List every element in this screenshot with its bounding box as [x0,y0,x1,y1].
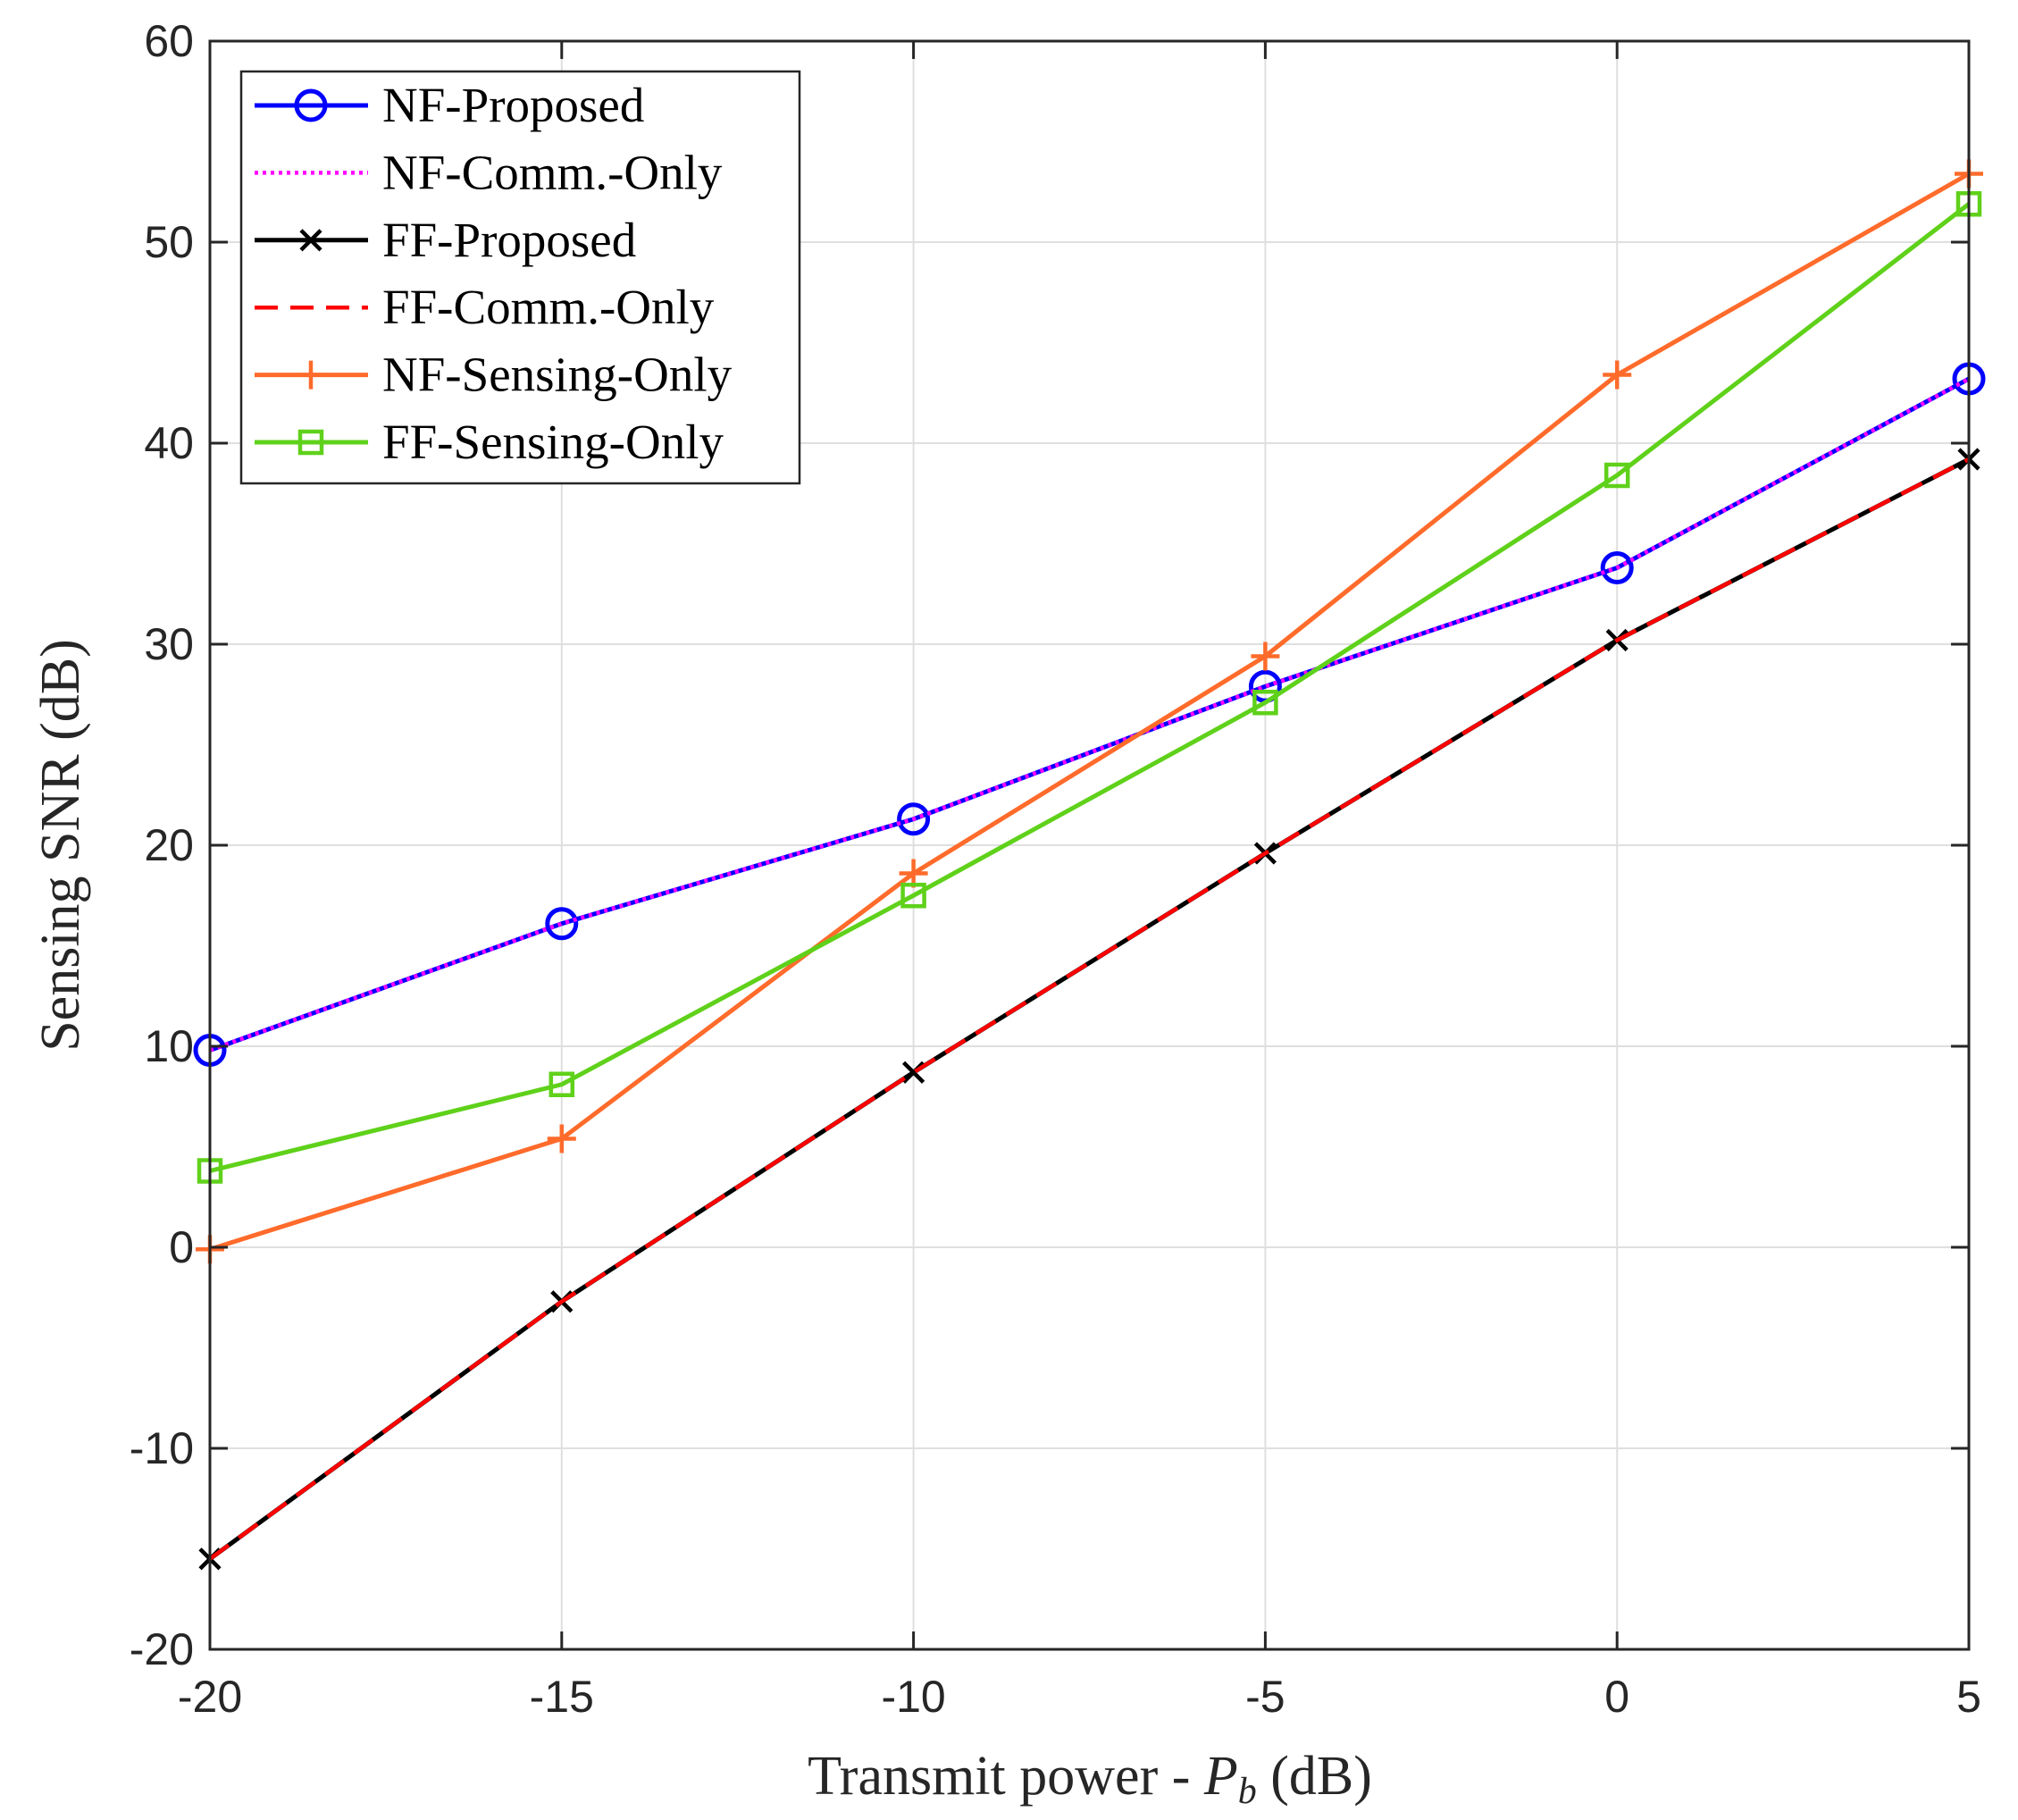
legend-entry-ff-comm-only: FF-Comm.-Only [255,280,715,334]
legend-label-nf-proposed: NF-Proposed [382,78,644,132]
legend-entry-nf-proposed: NF-Proposed [255,78,644,132]
legend: NF-Proposed NF-Comm.-Only FF-Proposed FF-Co… [239,70,801,485]
data-point-nf-sensing-only [1603,360,1632,390]
legend-marker-nf-sensing-only [297,360,325,390]
series-ff-sensing-only [197,191,1982,1184]
legend-marker-nf-proposed [294,88,328,122]
legend-marker-ff-sensing-only [297,429,324,456]
x-tick-label: -5 [1245,1672,1285,1722]
legend-label-ff-proposed: FF-Proposed [382,213,636,267]
x-axis-label: Transmit power - Pb (dB) [808,1746,1372,1812]
data-point-ff-sensing-only [1604,462,1630,489]
x-tick-label: 5 [1956,1672,1981,1722]
plot-series [193,159,1986,1571]
legend-entry-ff-sensing-only: FF-Sensing-Only [255,415,724,469]
x-tick-label: -10 [881,1672,945,1722]
series-line-ff-comm-only [208,457,1971,1561]
series-line-nf-comm-only [209,377,1971,1053]
legend-marker-ff-proposed [299,229,322,252]
y-tick-label: 60 [144,16,194,66]
x-axis-label-subscript: b [1238,1771,1257,1812]
legend-entry-nf-comm-only: NF-Comm.-Only [255,145,723,199]
data-point-ff-sensing-only [1252,690,1278,716]
legend-label-ff-sensing-only: FF-Sensing-Only [382,415,724,469]
legend-label-nf-comm-only: NF-Comm.-Only [382,145,723,199]
y-tick-label: 20 [144,820,194,870]
data-point-ff-sensing-only [548,1071,575,1097]
legend-box [239,70,801,485]
series-line-ff-sensing-only [209,202,1971,1173]
y-tick-label: -20 [130,1624,194,1674]
x-tick-label: -15 [530,1672,594,1722]
legend-label-ff-comm-only: FF-Comm.-Only [382,280,715,334]
series-ff-comm-only [208,457,1971,1561]
x-axis-label-unit: (dB) [1257,1746,1372,1807]
x-axis-label-symbol: P [1203,1746,1238,1807]
y-tick-label: 10 [144,1021,194,1071]
y-tick-label: 0 [169,1222,194,1272]
legend-label-nf-sensing-only: NF-Sensing-Only [382,348,733,402]
y-tick-label: 30 [144,619,194,669]
y-axis-label: Sensing SNR (dB) [30,639,91,1052]
y-tick-label: 40 [144,418,194,468]
x-tick-label: -20 [178,1672,242,1722]
legend-entry-ff-proposed: FF-Proposed [255,213,636,267]
data-point-nf-proposed [545,907,579,941]
data-point-nf-sensing-only [547,1124,576,1153]
series-line-nf-sensing-only [209,172,1971,1252]
legend-items: NF-Proposed NF-Comm.-Only FF-Proposed FF-Co… [255,78,733,469]
data-point-nf-proposed [1600,551,1634,584]
y-tick-label: -10 [130,1423,194,1473]
x-tick-label: 0 [1604,1672,1629,1722]
axis-ticks: -20 -15 -10 -5 0 5 -20 -10 0 10 20 30 40 50 60 [130,16,1981,1722]
data-point-ff-sensing-only [900,883,926,909]
y-tick-label: 50 [144,217,194,267]
data-point-ff-proposed [902,1061,925,1084]
x-axis-label-text: Transmit power - [808,1746,1204,1807]
data-point-nf-sensing-only [1251,642,1280,671]
series-nf-comm-only [209,377,1971,1053]
data-point-nf-proposed [897,802,931,836]
legend-entry-nf-sensing-only: NF-Sensing-Only [255,348,733,402]
